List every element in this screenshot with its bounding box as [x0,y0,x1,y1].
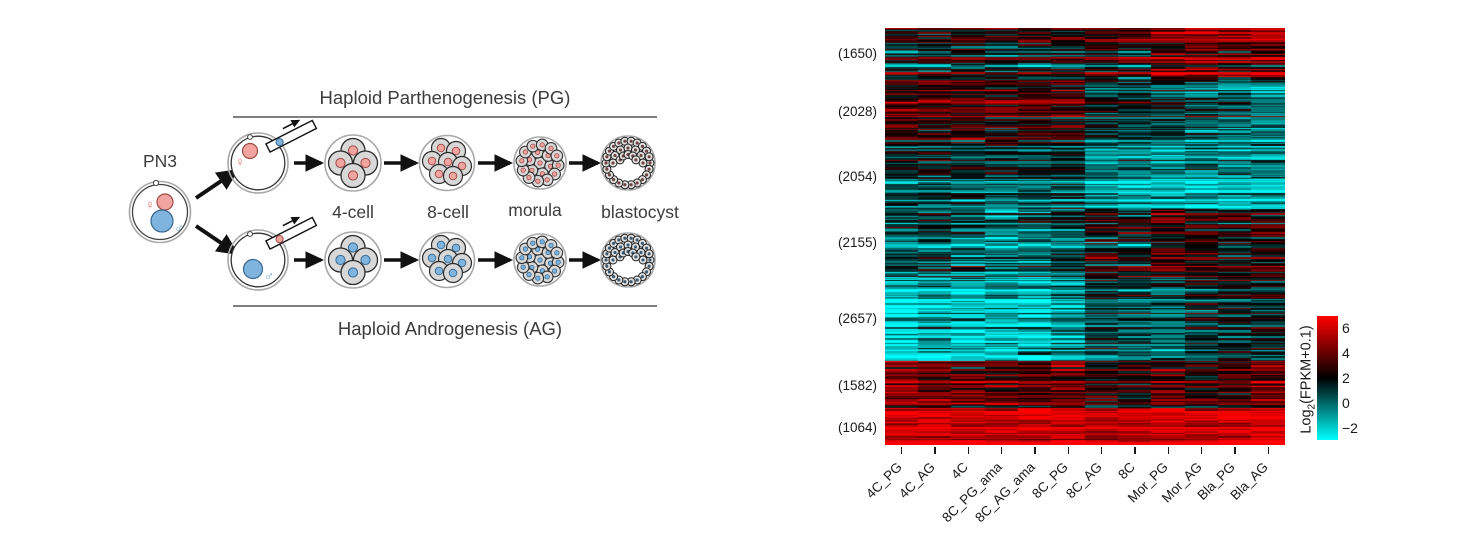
heatmap-row-cluster-label: (1582) [837,378,877,394]
colorbar-tick-label: −2 [1342,419,1358,436]
pg-8cell-embryo [418,134,476,192]
x-axis-tick [934,447,936,454]
x-axis-tick [1167,447,1170,454]
stage-label-8cell: 8-cell [427,202,469,222]
injection-pipette [265,119,318,153]
pg-title: Haploid Parthenogenesis (PG) [320,87,571,108]
colorbar-axis-label: Log2(FPKM+0.1) [1298,315,1318,445]
ag-title: Haploid Androgenesis (AG) [338,318,562,339]
colorbar-gradient [1317,316,1338,440]
pn3-label: PN3 [143,151,177,171]
male-symbol-icon: ♂ [264,268,274,283]
x-axis-tick [1134,447,1136,454]
heatmap-row-cluster-label: (2028) [837,104,877,120]
heatmap-row-cluster-label: (2657) [837,311,877,327]
ag-branch-arrow-icon [194,224,239,256]
x-axis-tick [967,447,970,454]
colorbar-tick-label: 6 [1342,320,1350,337]
female-symbol-icon: ♀ [235,154,245,169]
x-axis-tick [1200,447,1203,454]
colorbar-tick-label: 0 [1342,394,1350,411]
ag-blastocyst-embryo [600,232,656,288]
pg-injection-oocyte [227,119,318,194]
pg-morula-embryo [513,136,567,190]
x-axis-tick [1000,447,1003,454]
ag-morula-embryo [513,233,567,287]
ag-injection-oocyte [227,216,318,291]
ag-4cell-embryo [324,231,382,289]
colorbar-label-pre: Log [1298,409,1315,434]
pg-blastocyst-embryo [600,135,656,191]
heatmap-row-cluster-label: (2054) [837,168,877,184]
pn3-zygote [128,179,192,244]
heatmap-row-cluster-label: (1064) [837,420,877,436]
heatmap-row-cluster-label: (1650) [837,46,877,62]
x-axis-tick [1034,447,1036,454]
ag-8cell-embryo [418,231,476,289]
male-symbol-icon: ♂ [174,220,184,235]
stage-label-4cell: 4-cell [332,202,374,222]
x-axis-tick [1234,447,1236,454]
removal-direction-arrow-icon [282,119,301,130]
colorbar-label-sub: 2 [1306,403,1318,410]
x-axis-tick [1267,447,1270,454]
x-axis-tick [1067,447,1070,454]
heatmap-canvas [885,28,1285,445]
pg-branch-arrow-icon [194,168,239,200]
pg-4cell-embryo [324,134,382,192]
heatmap-row-cluster-label: (2155) [837,235,877,251]
stage-label-morula: morula [508,200,562,220]
diagram-artwork [128,119,656,291]
female-symbol-icon: ♀ [145,197,155,212]
injection-pipette [265,216,318,250]
colorbar-tick-label: 4 [1342,345,1350,362]
stage-label-blastocyst: blastocyst [601,202,679,222]
x-axis-tick [1100,447,1103,454]
removal-direction-arrow-icon [282,216,301,227]
embryo-diagram: Haploid Parthenogenesis (PG) Haploid And… [128,87,679,339]
colorbar-tick-label: 2 [1342,370,1350,386]
x-axis-tick [900,447,903,454]
colorbar-label-post: (FPKM+0.1) [1298,325,1315,404]
